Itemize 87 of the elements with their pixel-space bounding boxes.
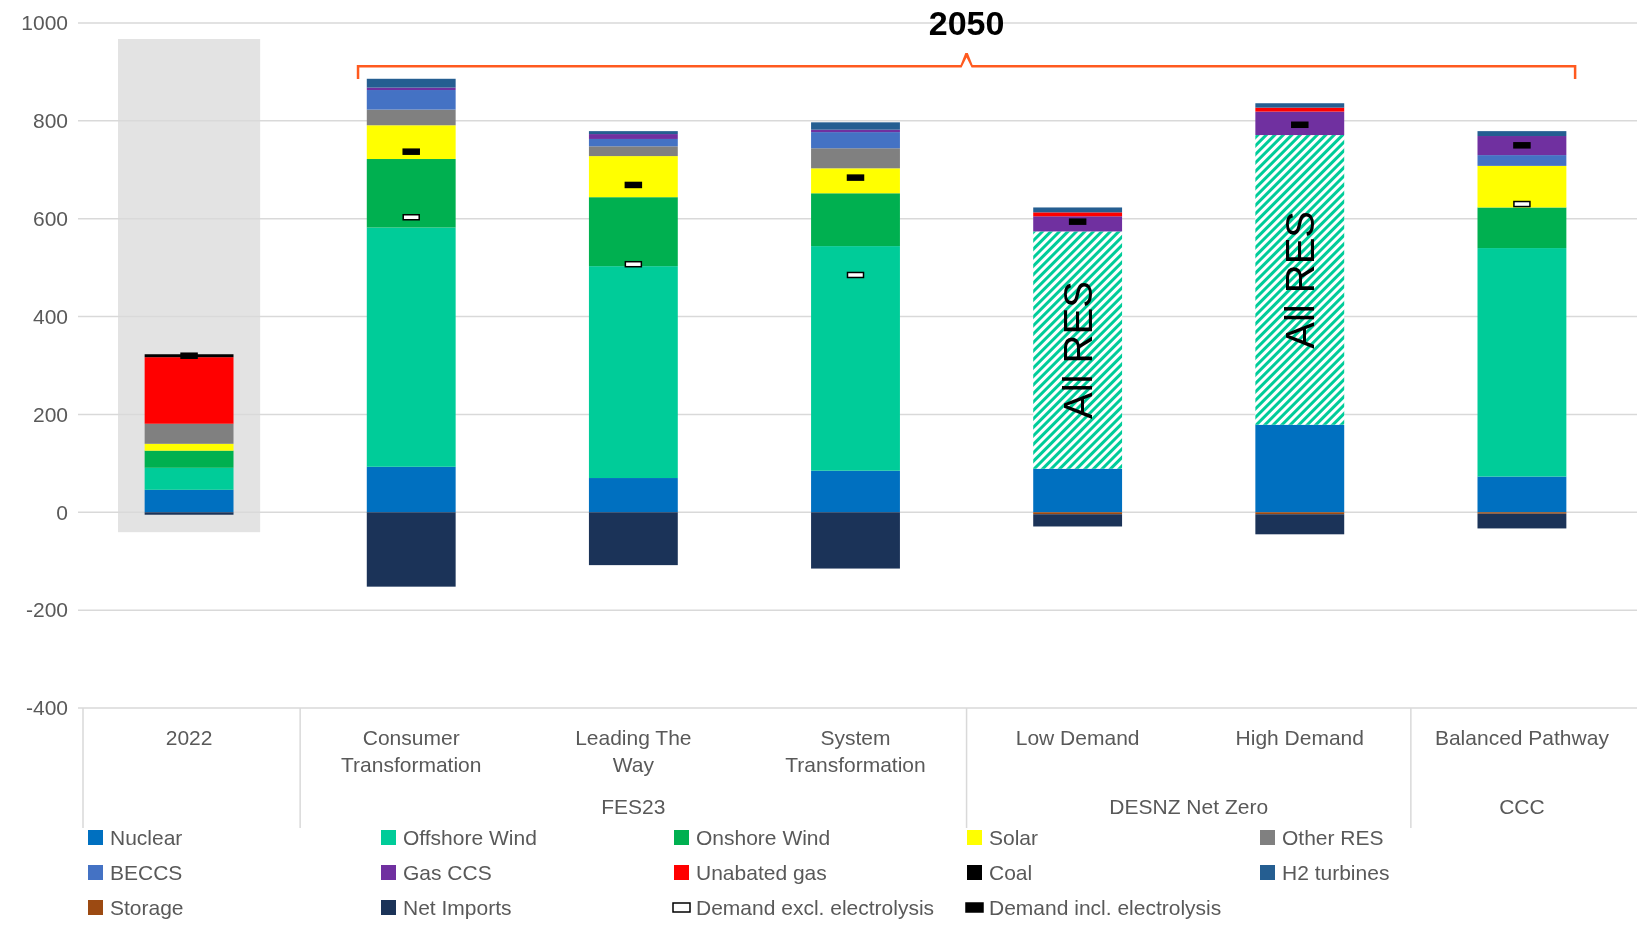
bar: [588, 478, 678, 513]
x-tick-label: Low Demand: [1015, 726, 1140, 749]
legend-label: Coal: [989, 861, 1033, 885]
y-tick-label: 0: [56, 500, 68, 524]
bar: [811, 470, 900, 513]
bar: [811, 246, 900, 471]
legend-label: Demand incl. electrolysis: [989, 896, 1222, 920]
x-tick-label: Leading The Way: [575, 726, 692, 776]
bar: [588, 131, 678, 135]
bar: [811, 193, 900, 247]
text: FES23: [601, 795, 666, 818]
bar: [1477, 513, 1567, 529]
bar: [366, 466, 456, 513]
bar: [1477, 165, 1567, 208]
legend-label: Nuclear: [110, 826, 183, 850]
bar: [1033, 216, 1123, 232]
bar: [144, 357, 234, 424]
legend-label: Demand excl. electrolysis: [696, 896, 935, 920]
bar: [1255, 135, 1345, 425]
bar: [1477, 207, 1567, 249]
bar: [811, 132, 900, 149]
bar: [144, 467, 234, 490]
bar: [366, 90, 456, 110]
bar: [366, 512, 456, 587]
bar: [811, 168, 900, 194]
bar: [366, 159, 456, 228]
bar: [588, 134, 678, 139]
x-tick-label: High Demand: [1235, 726, 1364, 749]
bar: [1255, 111, 1345, 136]
y-tick-label: 200: [32, 402, 68, 426]
x-tick-label: System Transformation: [785, 726, 926, 776]
legend-label: Gas CCS: [403, 861, 492, 885]
bar: [144, 512, 234, 515]
bar: [144, 450, 234, 468]
bar: [588, 197, 678, 267]
bar: [811, 148, 900, 169]
data-label: All RES: [1055, 281, 1100, 419]
bar: [588, 138, 678, 147]
bar: [588, 156, 678, 198]
y-tick-label: 1000: [21, 11, 68, 35]
bar: [366, 78, 456, 88]
legend-label: Onshore Wind: [696, 826, 831, 850]
bar: [366, 125, 456, 160]
bar: [1033, 207, 1123, 213]
bar: [1033, 212, 1123, 217]
text: DESNZ Net Zero: [1109, 795, 1269, 818]
legend-label: Unabated gas: [696, 861, 827, 885]
bar: [1477, 155, 1567, 166]
bar: [588, 512, 678, 566]
bar: [1033, 514, 1123, 527]
x-tick-label: 2022: [165, 726, 213, 749]
legend-label: Net Imports: [403, 896, 512, 920]
bar: [1033, 231, 1123, 469]
x-tick-label: Consumer Transformation: [341, 726, 482, 776]
bar: [1255, 514, 1345, 535]
bar: [144, 423, 234, 444]
bar: [1255, 424, 1345, 513]
legend-label: Storage: [110, 896, 184, 920]
bar: [144, 489, 234, 513]
data-label: All RES: [1277, 210, 1322, 349]
bar: [1255, 107, 1345, 112]
y-tick-label: 400: [32, 304, 68, 328]
bar: [1255, 103, 1345, 108]
annotation: 2050: [928, 4, 1005, 42]
bar: [366, 109, 456, 126]
bar: [1477, 248, 1567, 477]
bar: [144, 443, 234, 451]
bar: [588, 266, 678, 479]
legend-label: Other RES: [1282, 826, 1384, 850]
bar: [1477, 131, 1567, 137]
bar: [1477, 476, 1567, 513]
legend-label: H2 turbines: [1282, 861, 1390, 885]
y-tick-label: -400: [25, 696, 68, 720]
text: CCC: [1499, 795, 1545, 818]
bar: [1033, 468, 1123, 513]
y-tick-label: 800: [32, 109, 68, 133]
bar: [811, 122, 900, 130]
x-tick-label: Balanced Pathway: [1434, 726, 1610, 749]
legend-label: Solar: [989, 826, 1039, 850]
legend-label: BECCS: [110, 861, 183, 885]
bar: [366, 227, 456, 467]
bar: [588, 146, 678, 157]
bar: [811, 512, 900, 569]
y-tick-label: -200: [25, 598, 68, 622]
y-tick-label: 600: [32, 207, 68, 231]
bar: [1477, 136, 1567, 156]
legend-label: Offshore Wind: [403, 826, 537, 850]
